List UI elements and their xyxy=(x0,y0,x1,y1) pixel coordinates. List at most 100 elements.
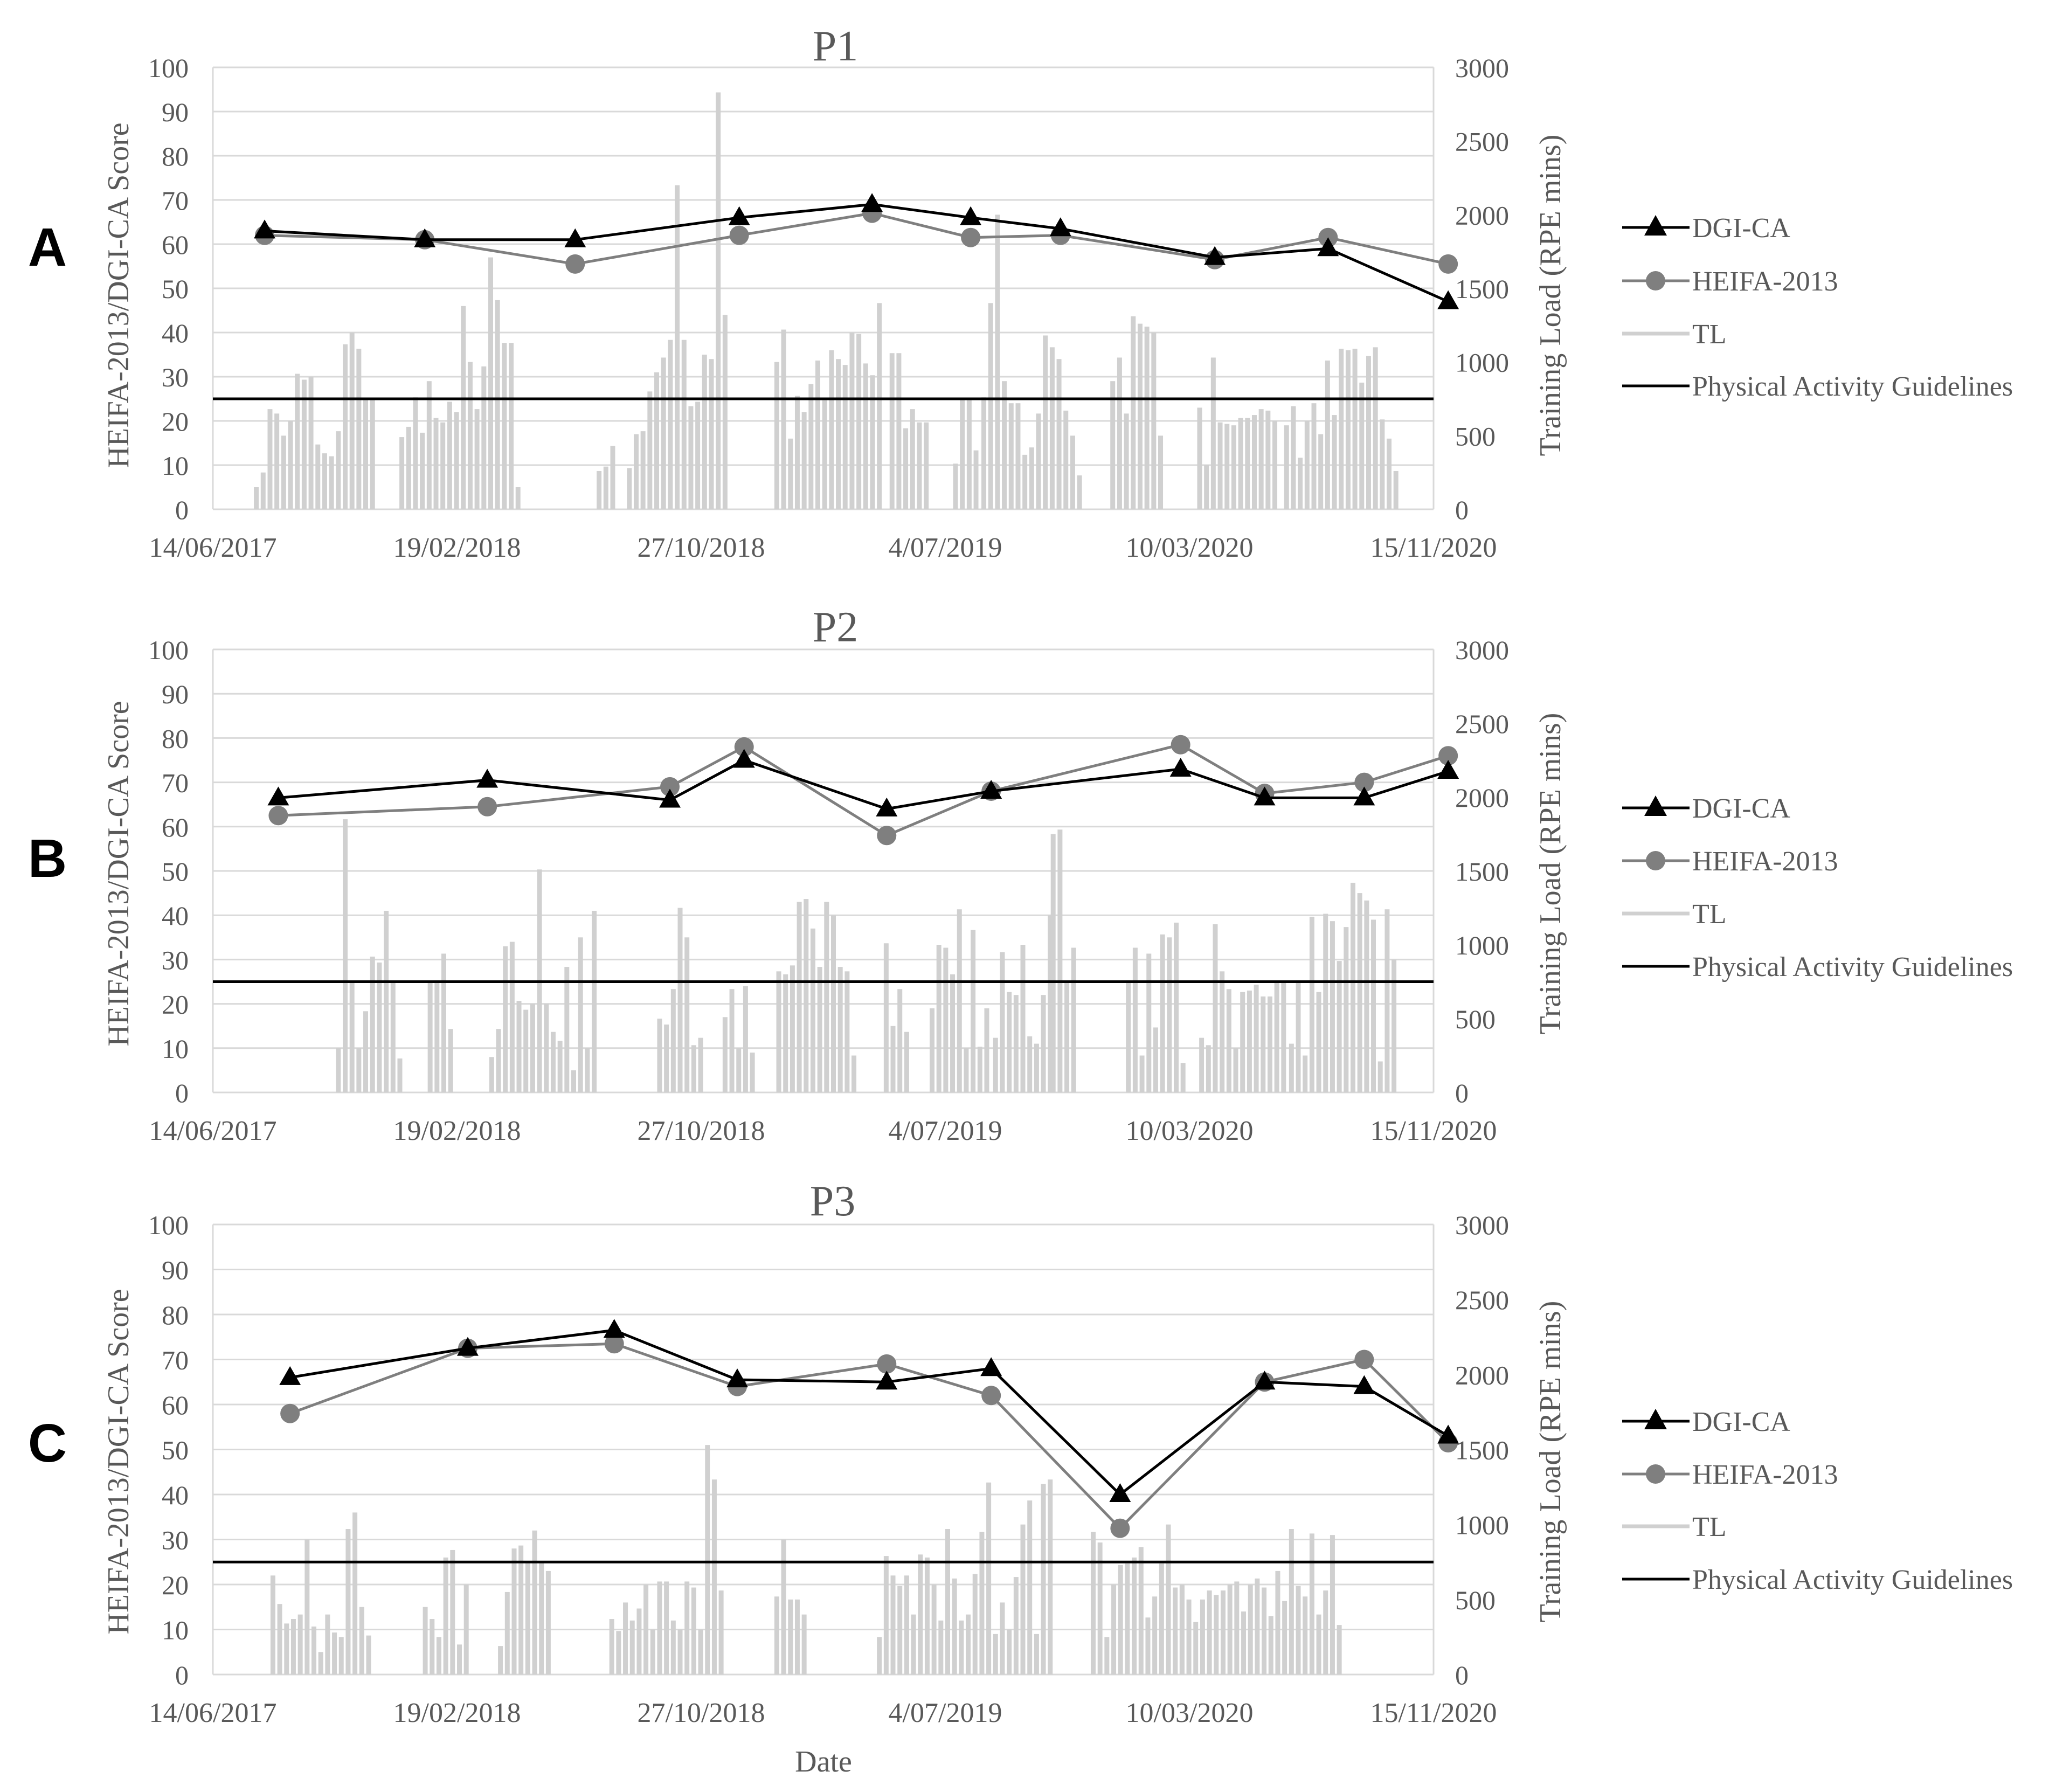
dgi-ca-point xyxy=(1353,1375,1375,1394)
y-left-tick-label: 30 xyxy=(162,945,189,975)
tl-bar xyxy=(788,1599,793,1675)
tl-bar xyxy=(1309,1533,1314,1675)
heifa-2013-point xyxy=(877,826,897,846)
tl-bar xyxy=(1220,1590,1226,1675)
tl-bar xyxy=(509,343,514,509)
tl-bar xyxy=(627,468,632,509)
y-right-tick-label: 0 xyxy=(1455,1078,1469,1108)
tl-bar xyxy=(1144,327,1150,509)
tl-bar xyxy=(332,1632,337,1675)
tl-bar xyxy=(1022,454,1028,509)
tl-bar xyxy=(722,315,728,509)
tl-bar xyxy=(1227,1585,1233,1675)
panel-b: B P2 HEIFA-2013/DGI-CA Score Training Lo… xyxy=(28,604,2013,1146)
tl-bar xyxy=(681,340,687,509)
tl-bar xyxy=(1137,323,1143,509)
tl-bar xyxy=(311,1626,317,1675)
x-tick-label: 19/02/2018 xyxy=(393,1116,521,1146)
legend-heifa-label: HEIFA-2013 xyxy=(1692,1459,1838,1490)
tl-bar xyxy=(1104,1637,1110,1675)
tl-bar xyxy=(359,1607,364,1675)
tl-bar xyxy=(1180,1063,1186,1092)
tl-bar xyxy=(1034,1634,1039,1675)
tl-bar xyxy=(467,362,473,509)
tl-bar xyxy=(904,1575,909,1675)
tl-bar xyxy=(943,947,949,1092)
tl-bar xyxy=(545,1570,551,1675)
chart-title-p1: P1 xyxy=(813,23,859,70)
panel-c: C P3 HEIFA-2013/DGI-CA Score Training Lo… xyxy=(28,1178,2013,1728)
tl-bar xyxy=(1318,434,1324,509)
tl-bar xyxy=(904,1032,909,1092)
legend-pa-label: Physical Activity Guidelines xyxy=(1692,952,2013,983)
tl-bar xyxy=(668,340,673,509)
tl-bar xyxy=(267,409,273,509)
tl-bar xyxy=(629,1620,635,1675)
tl-bar xyxy=(342,819,348,1092)
tl-bar xyxy=(532,1530,537,1675)
heifa-2013-point xyxy=(961,227,981,247)
tl-bar xyxy=(953,463,958,509)
tl-bar xyxy=(290,1619,296,1675)
y-left-tick-label: 60 xyxy=(162,1390,189,1420)
tl-bar xyxy=(988,303,993,509)
tl-bar xyxy=(457,1644,462,1675)
tl-bar xyxy=(664,1024,669,1092)
tl-bar xyxy=(959,1620,964,1675)
tl-bar xyxy=(936,945,941,1092)
tl-bar xyxy=(481,366,487,509)
tl-bar xyxy=(643,1585,649,1675)
tl-bar xyxy=(1337,1625,1342,1675)
tl-bar xyxy=(1145,1617,1151,1675)
tl-bar xyxy=(1261,996,1266,1092)
panel-letter-a: A xyxy=(28,217,67,278)
tl-bar xyxy=(890,1026,896,1092)
dgi-ca-point xyxy=(1437,290,1459,309)
heifa-2013-point xyxy=(660,777,680,797)
tl-bar xyxy=(844,971,850,1092)
y-left-tick-label: 60 xyxy=(162,230,189,260)
tl-bar xyxy=(530,1004,535,1092)
legend-dgi-marker xyxy=(1644,1409,1667,1429)
tl-bar xyxy=(1152,1596,1158,1675)
tl-bar xyxy=(684,1581,690,1675)
dgi-ca-point xyxy=(1353,786,1375,806)
legend-dgi-label: DGI-CA xyxy=(1692,793,1790,824)
x-tick-label: 19/02/2018 xyxy=(393,532,521,563)
tl-bar xyxy=(1146,953,1152,1092)
tl-bar xyxy=(1204,465,1209,509)
tl-bar xyxy=(1281,981,1286,1092)
dgi-ca-line xyxy=(289,1329,1449,1497)
y-left-axis-label: HEIFA-2013/DGI-CA Score xyxy=(102,701,135,1046)
tl-bar xyxy=(664,1581,669,1675)
tl-bar xyxy=(979,1532,985,1675)
tl-bar xyxy=(977,1047,982,1092)
tl-bar xyxy=(1377,1061,1383,1092)
tl-bar xyxy=(420,432,425,509)
tl-bar xyxy=(890,1575,896,1675)
plot-area-p2: 0102030405060708090100050010001500200025… xyxy=(148,635,1509,1146)
tl-bar xyxy=(1020,1524,1026,1675)
dgi-ca-point xyxy=(1049,217,1071,237)
tl-bar xyxy=(910,409,915,509)
heifa-2013-point xyxy=(1438,254,1458,274)
tl-bar xyxy=(870,375,875,509)
tl-bar xyxy=(356,349,362,509)
tl-bar xyxy=(897,989,903,1092)
tl-bar xyxy=(1251,415,1257,509)
tl-bar xyxy=(677,1629,683,1675)
heifa-2013-point xyxy=(1171,735,1190,755)
tl-bar xyxy=(776,971,781,1092)
tl-bar xyxy=(349,981,355,1092)
tl-bar xyxy=(1268,1616,1273,1675)
tl-bar xyxy=(1323,1590,1328,1675)
tl-bar xyxy=(352,1512,358,1675)
y-left-tick-label: 100 xyxy=(148,635,189,665)
tl-bar xyxy=(1291,406,1296,509)
dgi-ca-point xyxy=(564,228,586,247)
tl-bar xyxy=(930,1008,935,1092)
dgi-ca-point xyxy=(1437,760,1459,779)
tl-bar xyxy=(650,1629,655,1675)
y-left-tick-label: 80 xyxy=(162,723,189,753)
tl-bar xyxy=(1272,421,1278,509)
